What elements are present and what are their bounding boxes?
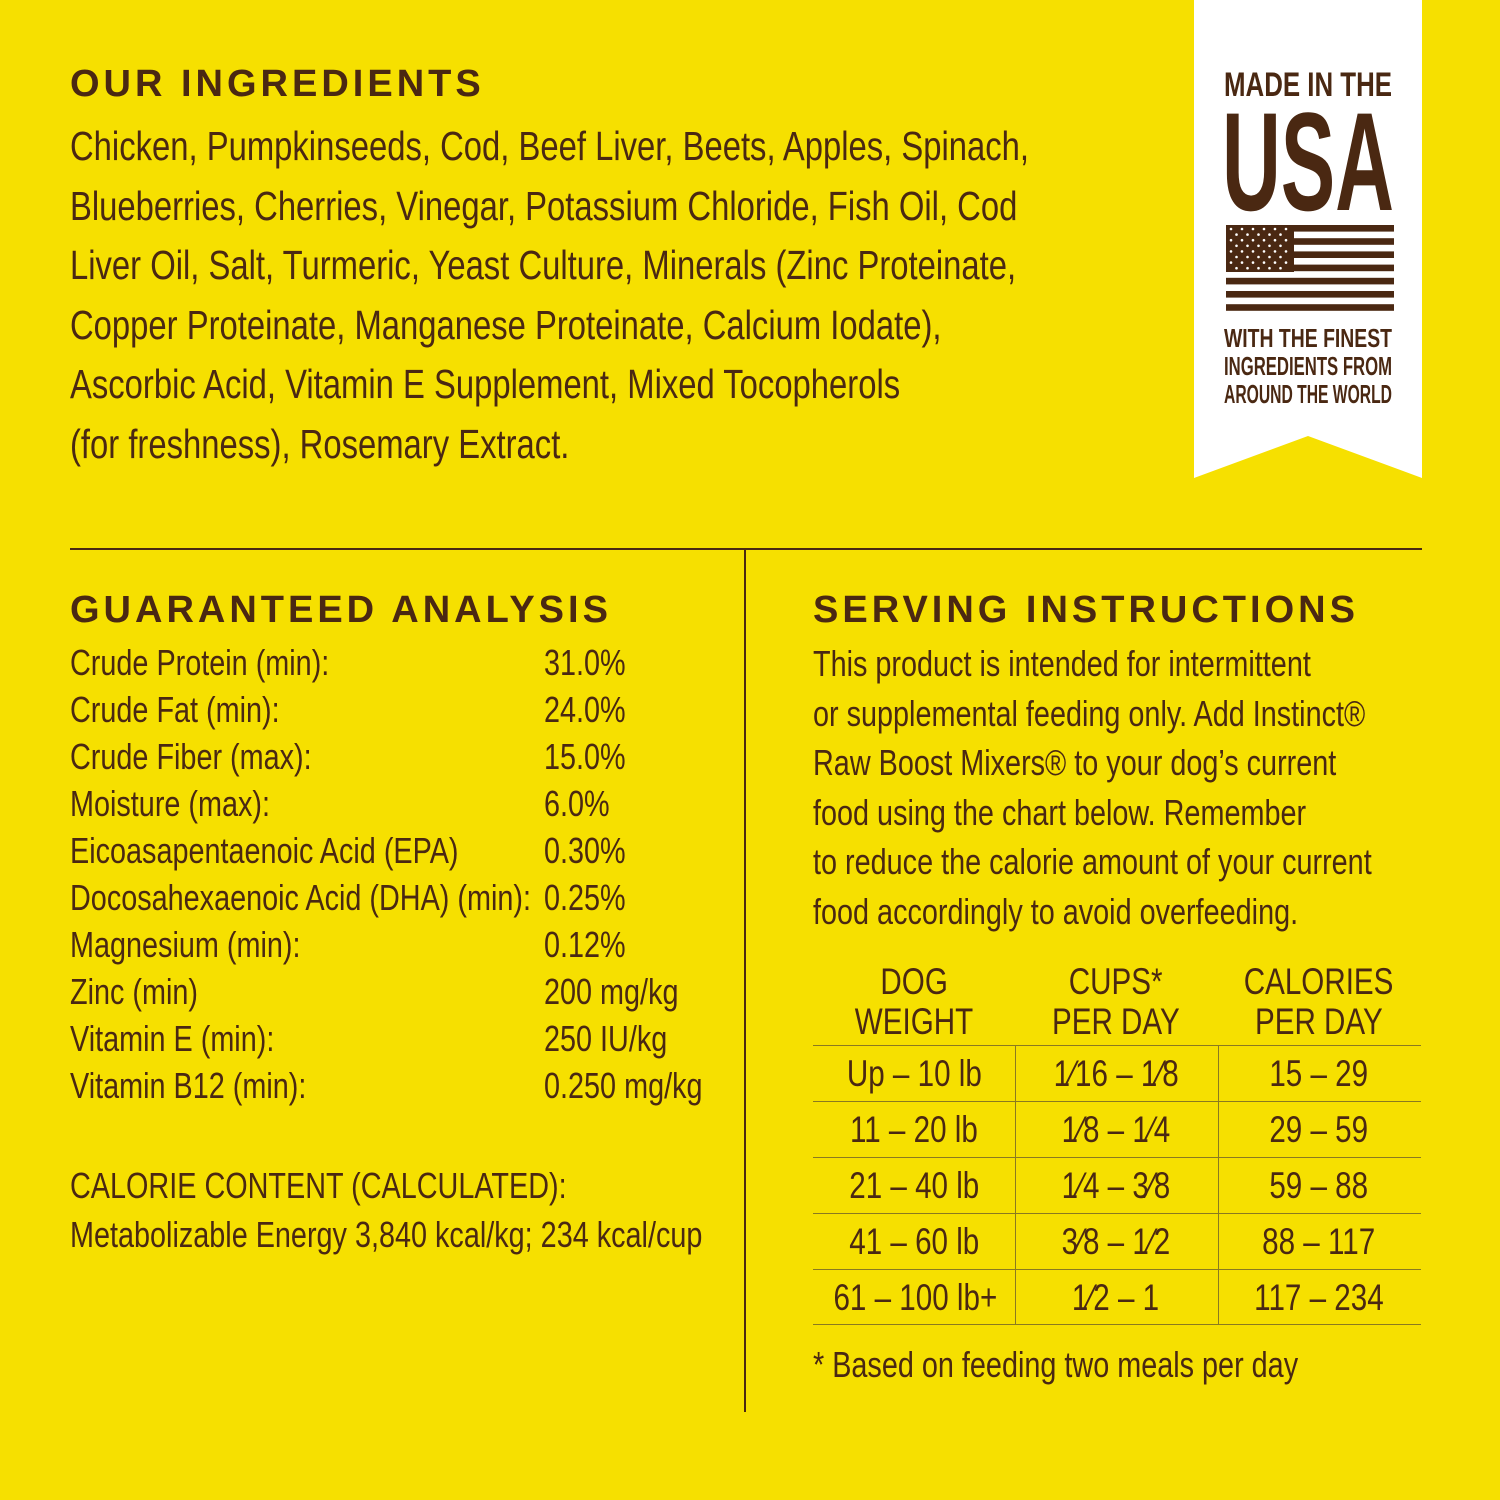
table-cell: 11 – 20 lb (813, 1109, 1015, 1151)
badge-line4: INGREDIENTS FROM (1224, 351, 1392, 381)
table-cell: 41 – 60 lb (813, 1221, 1015, 1263)
section-divider (70, 548, 1422, 550)
analysis-value: 15.0% (544, 736, 626, 777)
serving-line: This product is intended for intermitten… (813, 643, 1311, 684)
analysis-label: Docosahexaenoic Acid (DHA) (min): (70, 877, 531, 918)
analysis-value: 0.30% (544, 830, 626, 871)
calorie-text: Metabolizable Energy 3,840 kcal/kg; 234 … (70, 1214, 703, 1255)
serving-line: or supplemental feeding only. Add Instin… (813, 692, 1366, 734)
serving-line: food accordingly to avoid overfeeding. (813, 891, 1299, 932)
table-cell: 59 – 88 (1218, 1165, 1420, 1207)
table-cell-text: 41 – 60 lb (848, 1221, 980, 1262)
table-cell-text: 61 – 100 lb+ (833, 1277, 998, 1318)
table-cell-text: 15 – 29 (1269, 1053, 1369, 1094)
analysis-value: 6.0% (544, 783, 610, 824)
table-cell: 61 – 100 lb+ (813, 1277, 1015, 1319)
badge-line5: AROUND THE WORLD (1224, 379, 1392, 409)
table-cell-text: 1⁄8 – 1⁄4 (1061, 1109, 1171, 1150)
table-column-rule (1015, 1045, 1016, 1324)
ingredients-heading: OUR INGREDIENTS (70, 63, 485, 105)
ingredient-line: Chicken, Pumpkinseeds, Cod, Beef Liver, … (70, 123, 1030, 169)
table-cell-text: 88 – 117 (1262, 1221, 1376, 1262)
table-cell: 21 – 40 lb (813, 1165, 1015, 1207)
badge-line1: MADE IN THE (1224, 66, 1392, 104)
us-flag-icon (1226, 225, 1394, 313)
table-cell: 29 – 59 (1218, 1109, 1420, 1151)
table-cell-text: 29 – 59 (1269, 1109, 1369, 1150)
table-cell: 1⁄8 – 1⁄4 (1015, 1109, 1217, 1151)
table-cell: 15 – 29 (1218, 1053, 1420, 1095)
made-in-usa-badge: MADE IN THE USA WITH THE FINEST INGREDIE… (1194, 0, 1422, 478)
analysis-value: 0.250 mg/kg (544, 1065, 703, 1106)
column-divider (744, 548, 746, 1412)
table-cell: 3⁄8 – 1⁄2 (1015, 1221, 1217, 1263)
table-cell: 88 – 117 (1218, 1221, 1420, 1263)
table-cell: 1⁄2 – 1 (1015, 1277, 1217, 1319)
ingredient-line: Liver Oil, Salt, Turmeric, Yeast Culture… (70, 242, 1017, 288)
ingredient-line: (for freshness), Rosemary Extract. (70, 420, 570, 467)
analysis-label: Zinc (min) (70, 971, 198, 1012)
table-cell-text: 3⁄8 – 1⁄2 (1061, 1221, 1171, 1262)
table-header: CUPS* (1015, 961, 1217, 1003)
table-header: DOG (813, 961, 1015, 1003)
table-cell: 1⁄16 – 1⁄8 (1015, 1053, 1217, 1095)
table-header: PER DAY (1015, 1001, 1217, 1043)
table-rule (813, 1045, 1421, 1046)
table-header-text: PER DAY (1255, 1001, 1383, 1042)
table-cell: 117 – 234 (1218, 1277, 1420, 1319)
table-cell-text: 11 – 20 lb (850, 1109, 978, 1150)
ingredient-line: Copper Proteinate, Manganese Proteinate,… (70, 301, 942, 348)
ingredient-line: Blueberries, Cherries, Vinegar, Potassiu… (70, 182, 1018, 229)
calorie-heading: CALORIE CONTENT (CALCULATED): (70, 1165, 567, 1206)
ingredient-line: Ascorbic Acid, Vitamin E Supplement, Mix… (70, 361, 901, 407)
table-cell: Up – 10 lb (813, 1053, 1015, 1095)
analysis-label: Magnesium (min): (70, 924, 301, 965)
table-header: CALORIES (1218, 961, 1420, 1003)
analysis-value: 0.12% (544, 924, 626, 965)
analysis-label: Crude Protein (min): (70, 642, 330, 683)
table-header: PER DAY (1218, 1001, 1420, 1043)
table-cell: 1⁄4 – 3⁄8 (1015, 1165, 1217, 1207)
table-header-text: CALORIES (1244, 961, 1394, 1002)
table-cell-text: 117 – 234 (1254, 1277, 1384, 1318)
analysis-label: Vitamin B12 (min): (70, 1065, 307, 1106)
badge-line3: WITH THE FINEST (1224, 323, 1392, 353)
analysis-heading: GUARANTEED ANALYSIS (70, 589, 612, 631)
analysis-value: 31.0% (544, 642, 626, 683)
table-header-text: WEIGHT (854, 1001, 974, 1042)
analysis-label: Moisture (max): (70, 783, 271, 824)
analysis-value: 200 mg/kg (544, 971, 679, 1012)
serving-line: Raw Boost Mixers® to your dog’s current (813, 742, 1337, 784)
table-rule (813, 1269, 1421, 1270)
table-cell-text: Up – 10 lb (846, 1053, 982, 1094)
footnote: * Based on feeding two meals per day (813, 1344, 1299, 1385)
badge-usa: USA (1222, 83, 1394, 240)
analysis-label: Crude Fiber (max): (70, 736, 312, 777)
analysis-label: Crude Fat (min): (70, 689, 280, 730)
table-column-rule (1218, 1045, 1219, 1324)
serving-heading: SERVING INSTRUCTIONS (813, 589, 1359, 631)
analysis-label: Eicoasapentaenoic Acid (EPA) (70, 830, 459, 871)
serving-line: to reduce the calorie amount of your cur… (813, 841, 1372, 883)
table-cell-text: 1⁄16 – 1⁄8 (1053, 1053, 1179, 1094)
analysis-value: 250 IU/kg (544, 1018, 668, 1059)
analysis-label: Vitamin E (min): (70, 1018, 275, 1059)
table-header-text: CUPS* (1069, 961, 1163, 1002)
table-cell-text: 1⁄2 – 1 (1072, 1277, 1160, 1318)
table-rule (813, 1101, 1421, 1102)
analysis-value: 24.0% (544, 689, 626, 730)
table-header: WEIGHT (813, 1001, 1015, 1043)
serving-line: food using the chart below. Remember (813, 791, 1307, 833)
table-rule (813, 1157, 1421, 1158)
table-cell-text: 59 – 88 (1269, 1165, 1369, 1206)
table-cell-text: 21 – 40 lb (848, 1165, 980, 1206)
table-rule (813, 1213, 1421, 1214)
table-rule (813, 1324, 1421, 1325)
analysis-value: 0.25% (544, 877, 626, 918)
table-header-text: PER DAY (1052, 1001, 1180, 1042)
table-header-text: DOG (880, 961, 948, 1002)
table-cell-text: 1⁄4 – 3⁄8 (1061, 1165, 1171, 1206)
